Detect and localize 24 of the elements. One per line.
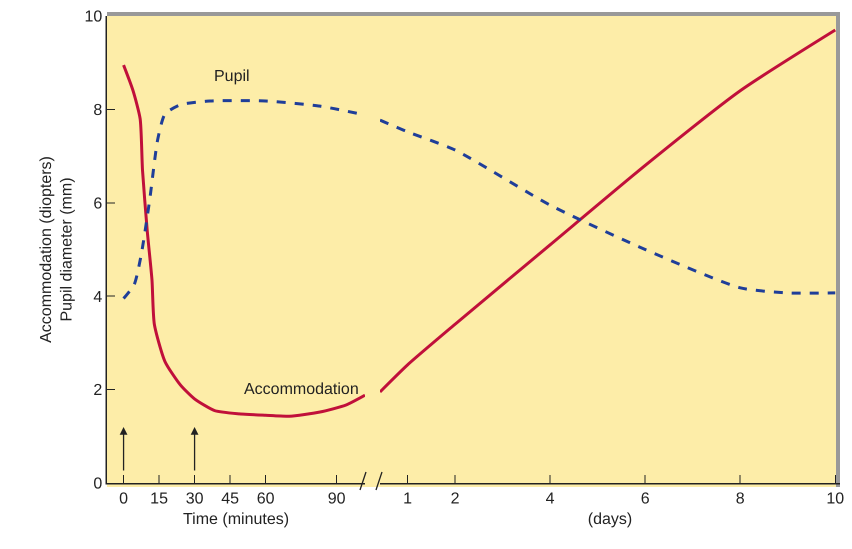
line-series [122,64,365,418]
x-tick-label: 1 [403,490,412,508]
series-label: Accommodation [244,381,359,398]
x-axis-title: (days) [588,511,632,528]
x-tick-label: 10 [826,490,844,508]
x-tick-label: 0 [119,490,128,508]
series-label: Pupil [214,68,250,85]
x-axis-title: Time (minutes) [182,511,290,528]
x-tick-label: 2 [450,490,460,508]
y-axis-title: Accommodation (diopters) Pupil diameter (mm) [38,156,76,343]
x-tick-label: 8 [736,490,745,508]
x-tick-label: 45 [221,490,240,508]
x-tick-label: 15 [150,490,168,508]
y-tick-label: 8 [93,102,102,119]
x-tick-label: 6 [640,490,650,508]
y-tick-label: 2 [93,382,102,400]
y-tick-label: 4 [93,288,102,306]
x-tick-label: 30 [186,490,204,508]
y-tick-label: 0 [93,476,102,493]
y-tick-label: 10 [84,8,102,26]
x-tick-label: 90 [328,490,346,508]
x-tick-label: 60 [256,490,275,508]
y-tick-label: 6 [93,195,102,212]
x-tick-label: 4 [546,490,555,508]
